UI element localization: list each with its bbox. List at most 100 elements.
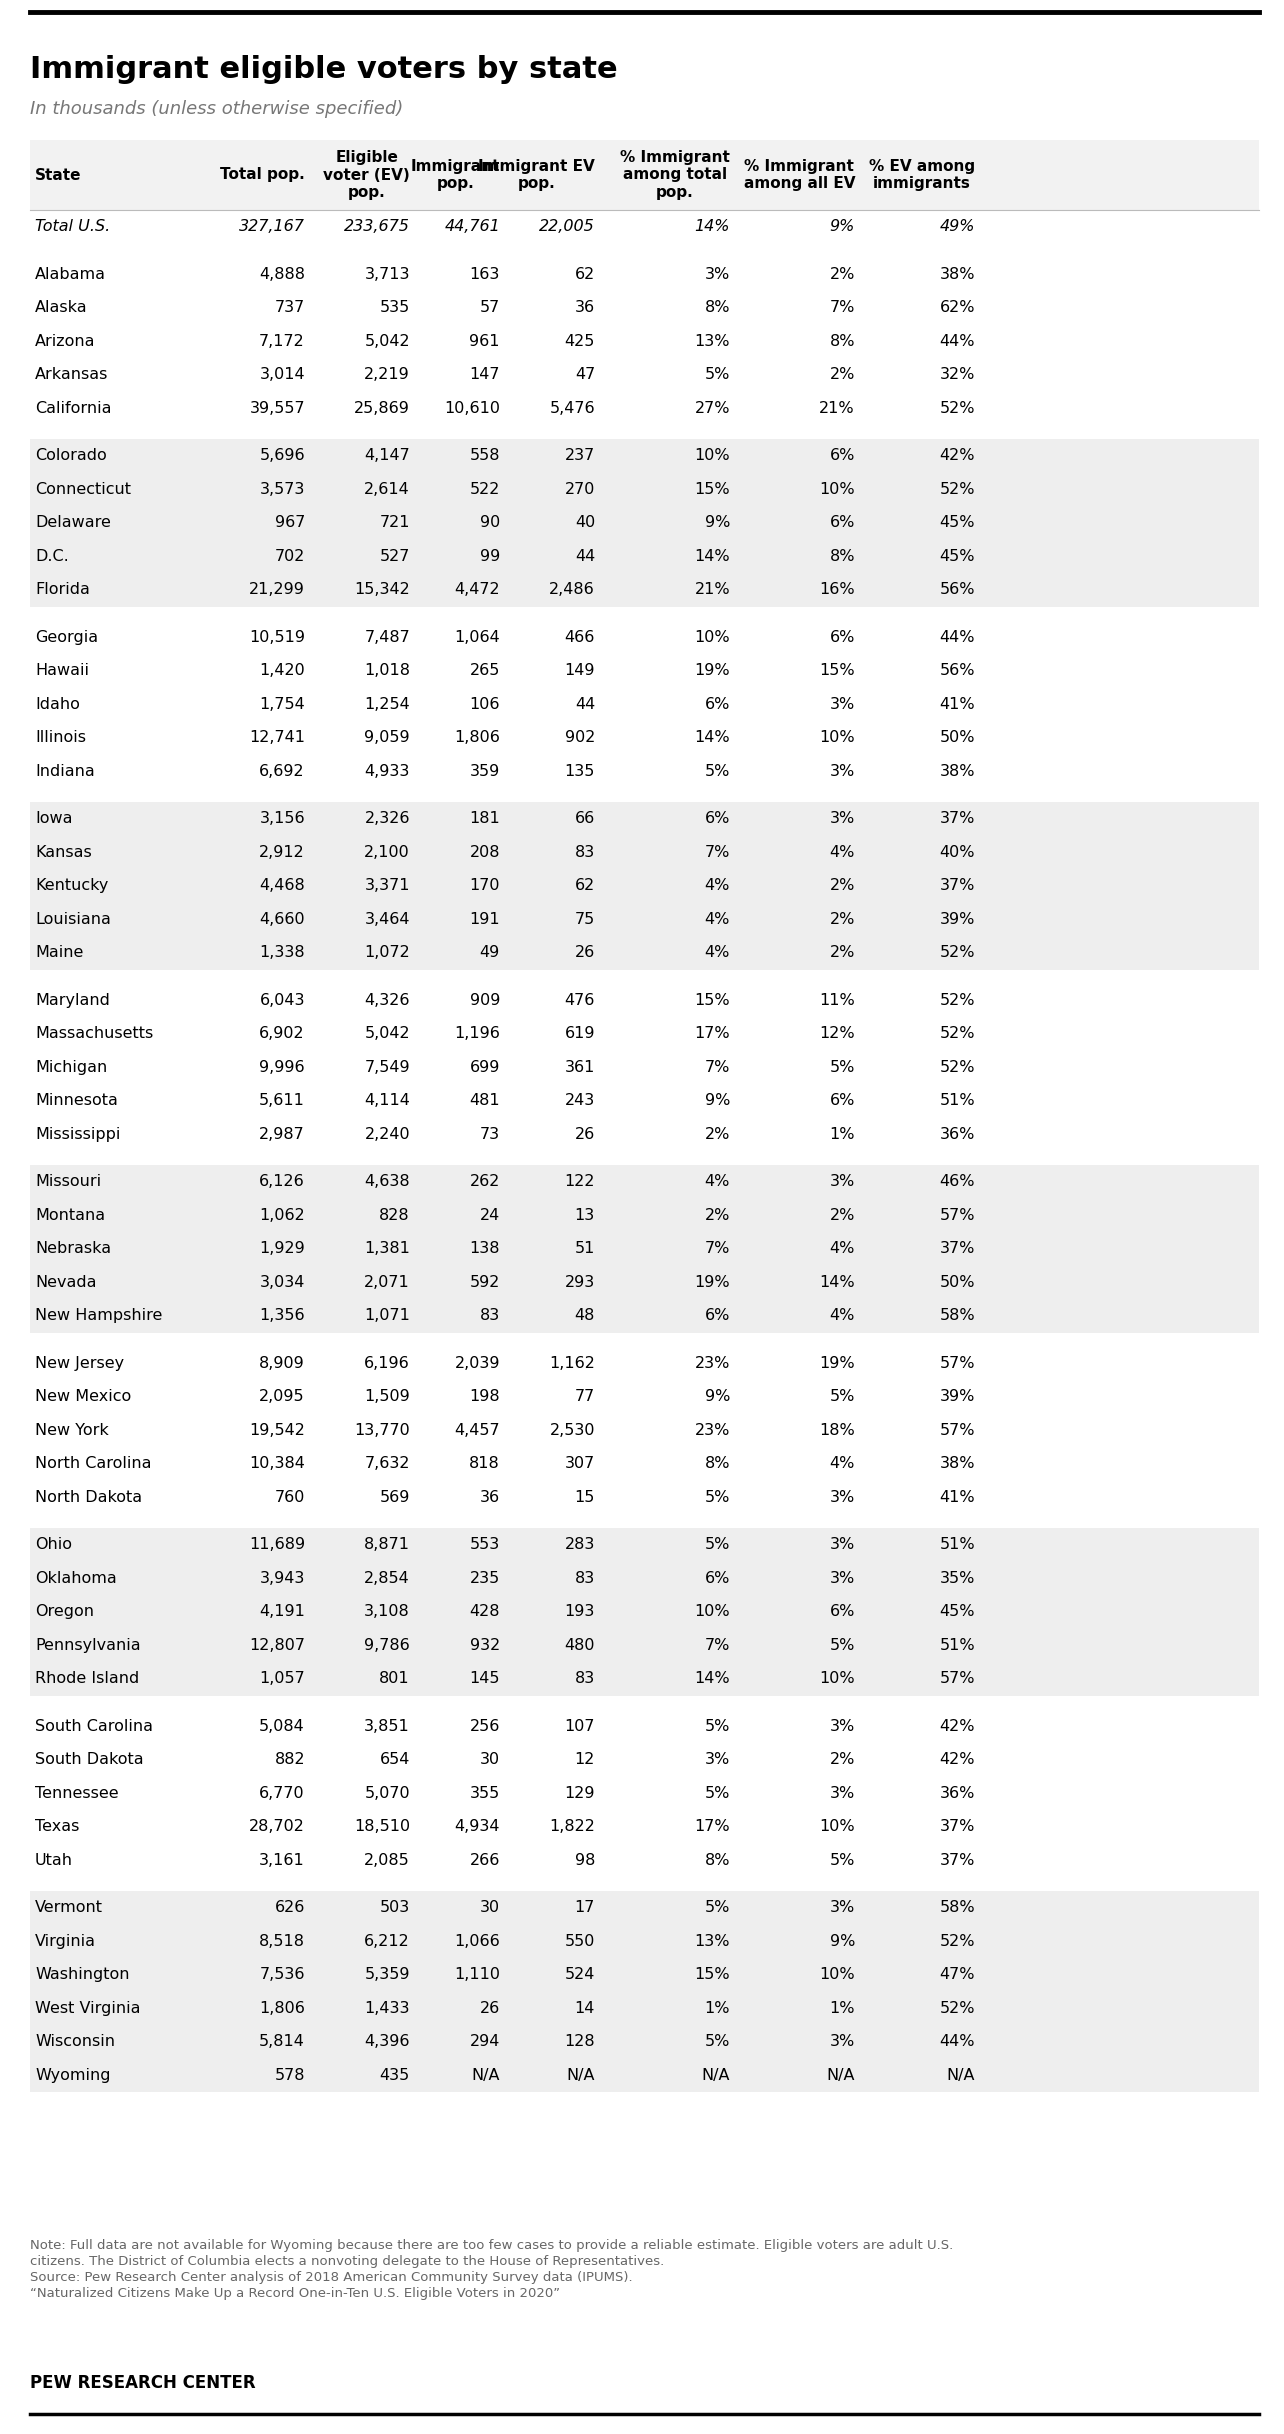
Text: Delaware: Delaware	[35, 516, 110, 531]
Text: New Jersey: New Jersey	[35, 1356, 125, 1370]
Text: 3,014: 3,014	[259, 368, 306, 382]
Text: 5,814: 5,814	[259, 2035, 306, 2049]
Text: 237: 237	[565, 448, 594, 462]
Text: 13: 13	[575, 1207, 594, 1222]
Text: 3%: 3%	[705, 268, 731, 282]
Text: 1%: 1%	[705, 2001, 731, 2015]
Bar	[30, 1051, 1260, 1083]
Text: 6,196: 6,196	[365, 1356, 410, 1370]
Text: 5%: 5%	[705, 368, 731, 382]
Bar	[30, 1991, 1260, 2025]
Text: 6,043: 6,043	[259, 993, 306, 1008]
Text: 5%: 5%	[829, 1638, 855, 1653]
Text: 19%: 19%	[819, 1356, 855, 1370]
Text: 12,807: 12,807	[249, 1638, 306, 1653]
Text: Texas: Texas	[35, 1818, 80, 1835]
Text: 15%: 15%	[695, 482, 731, 497]
Text: 38%: 38%	[940, 764, 975, 779]
Text: 1,110: 1,110	[455, 1967, 499, 1981]
Text: Maine: Maine	[35, 944, 83, 961]
Text: 198: 198	[470, 1390, 499, 1404]
Text: 4,888: 4,888	[259, 268, 306, 282]
Text: 3,034: 3,034	[259, 1275, 306, 1290]
Text: Ohio: Ohio	[35, 1538, 72, 1553]
Text: 77: 77	[575, 1390, 594, 1404]
Text: Note: Full data are not available for Wyoming because there are too few cases to: Note: Full data are not available for Wy…	[30, 2239, 953, 2251]
Text: 39,557: 39,557	[249, 402, 306, 416]
Bar	[30, 1083, 1260, 1117]
Bar	[30, 392, 1260, 426]
Bar	[30, 1166, 1260, 1198]
Bar	[30, 1198, 1260, 1232]
Text: 7%: 7%	[829, 299, 855, 316]
Text: 58%: 58%	[940, 1901, 975, 1916]
Text: Immigrant eligible voters by state: Immigrant eligible voters by state	[30, 56, 618, 85]
Text: 1,162: 1,162	[550, 1356, 594, 1370]
Text: 909: 909	[470, 993, 499, 1008]
Text: 10%: 10%	[819, 1818, 855, 1835]
Text: 1,509: 1,509	[365, 1390, 410, 1404]
Text: 41%: 41%	[940, 696, 975, 711]
Text: 3,371: 3,371	[365, 879, 410, 893]
Text: 129: 129	[565, 1787, 594, 1801]
Text: 21,299: 21,299	[249, 582, 306, 596]
Text: 83: 83	[575, 1570, 594, 1585]
Text: 737: 737	[275, 299, 306, 316]
Bar	[30, 1529, 1260, 1563]
Text: 26: 26	[480, 2001, 499, 2015]
Text: 10,610: 10,610	[444, 402, 499, 416]
Text: 5%: 5%	[829, 1852, 855, 1867]
Text: 8%: 8%	[829, 548, 855, 565]
Text: 6,126: 6,126	[259, 1173, 306, 1190]
Bar	[30, 572, 1260, 606]
Text: Immigrant
pop.: Immigrant pop.	[411, 158, 499, 192]
Text: 39%: 39%	[940, 913, 975, 927]
Bar	[30, 2059, 1260, 2091]
Text: 5,042: 5,042	[365, 333, 410, 348]
Text: 38%: 38%	[940, 268, 975, 282]
Text: 4%: 4%	[829, 1307, 855, 1324]
Text: 699: 699	[470, 1059, 499, 1076]
Bar	[30, 1743, 1260, 1777]
Text: 550: 550	[565, 1933, 594, 1950]
Text: 24: 24	[480, 1207, 499, 1222]
Text: 28,702: 28,702	[249, 1818, 306, 1835]
Text: 40: 40	[575, 516, 594, 531]
Text: 1,806: 1,806	[259, 2001, 306, 2015]
Text: 3,713: 3,713	[365, 268, 410, 282]
Text: 9%: 9%	[705, 516, 731, 531]
Text: Pennsylvania: Pennsylvania	[35, 1638, 141, 1653]
Text: 49: 49	[480, 944, 499, 961]
Text: 1,018: 1,018	[363, 662, 410, 679]
Text: 17%: 17%	[695, 1818, 731, 1835]
Text: 191: 191	[470, 913, 499, 927]
Text: N/A: N/A	[946, 2069, 975, 2084]
Text: 13,770: 13,770	[354, 1424, 410, 1438]
Text: 15,342: 15,342	[354, 582, 410, 596]
Text: In thousands (unless otherwise specified): In thousands (unless otherwise specified…	[30, 100, 403, 117]
Text: 12: 12	[575, 1752, 594, 1767]
Text: 1,433: 1,433	[365, 2001, 410, 2015]
Text: 44%: 44%	[940, 2035, 975, 2049]
Text: D.C.: D.C.	[35, 548, 69, 565]
Text: 5%: 5%	[829, 1390, 855, 1404]
Text: 294: 294	[470, 2035, 499, 2049]
Text: 3%: 3%	[829, 1538, 855, 1553]
Text: 14%: 14%	[695, 730, 731, 745]
Text: 1,072: 1,072	[365, 944, 410, 961]
Text: 40%: 40%	[940, 845, 975, 859]
Text: 626: 626	[275, 1901, 306, 1916]
Text: 7%: 7%	[705, 1241, 731, 1256]
Text: 3%: 3%	[829, 1570, 855, 1585]
Text: 5,359: 5,359	[365, 1967, 410, 1981]
Text: 818: 818	[469, 1456, 499, 1470]
Text: 2%: 2%	[829, 1207, 855, 1222]
Text: 4,396: 4,396	[365, 2035, 410, 2049]
Text: 106: 106	[470, 696, 499, 711]
Bar	[30, 1232, 1260, 1266]
Text: N/A: N/A	[701, 2069, 731, 2084]
Text: 9%: 9%	[705, 1390, 731, 1404]
Text: 7,487: 7,487	[365, 630, 410, 645]
Text: 1,822: 1,822	[550, 1818, 594, 1835]
Text: 3,573: 3,573	[259, 482, 306, 497]
